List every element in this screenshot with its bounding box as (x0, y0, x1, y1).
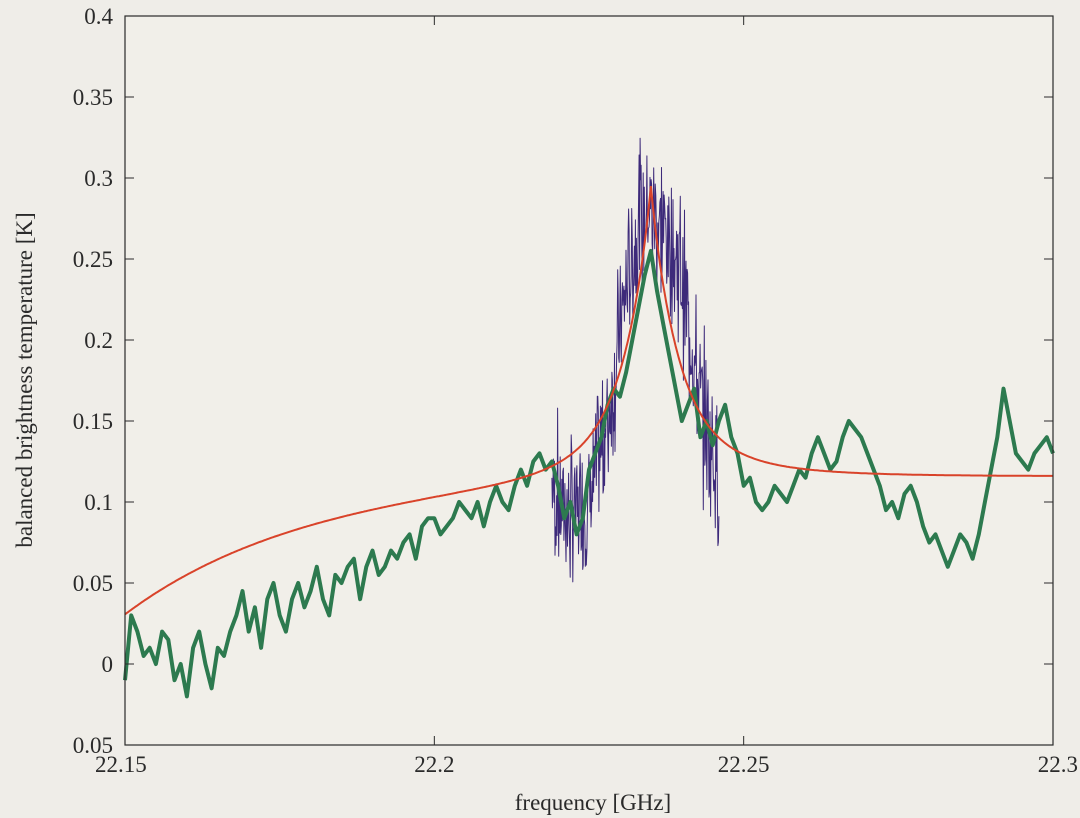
y-tick-label: 0.3 (84, 166, 113, 191)
series-purple-noisy-line (551, 137, 720, 583)
y-tick-label: 0.2 (84, 328, 113, 353)
y-tick-label: 0.25 (73, 247, 113, 272)
y-tick-label: 0.05 (73, 571, 113, 596)
series-red-fit-line (124, 185, 1053, 616)
x-tick-label: 22.15 (95, 752, 147, 777)
x-tick-label: 22.2 (414, 752, 454, 777)
y-tick-label: 0.35 (73, 85, 113, 110)
x-axis-title: frequency [GHz] (515, 790, 671, 815)
y-tick-label: 0.05 (73, 733, 113, 758)
plot-background (125, 16, 1053, 745)
series-green-line (123, 248, 1055, 699)
y-tick-label: 0.1 (84, 490, 113, 515)
y-tick-label: 0.15 (73, 409, 113, 434)
x-tick-label: 22.25 (718, 752, 770, 777)
x-tick-label: 22.3 (1038, 752, 1078, 777)
series-layer (123, 137, 1055, 699)
y-tick-label: 0 (102, 652, 114, 677)
tick-layer: 22.15 22.2 22.25 22.3 0.05 0 0.05 0.1 0.15 0.2 0.2… (73, 4, 1078, 777)
plot-frame (124, 15, 1054, 746)
y-axis-title: balanced brightness temperature [K] (12, 212, 37, 547)
y-tick-label: 0.4 (84, 4, 113, 29)
